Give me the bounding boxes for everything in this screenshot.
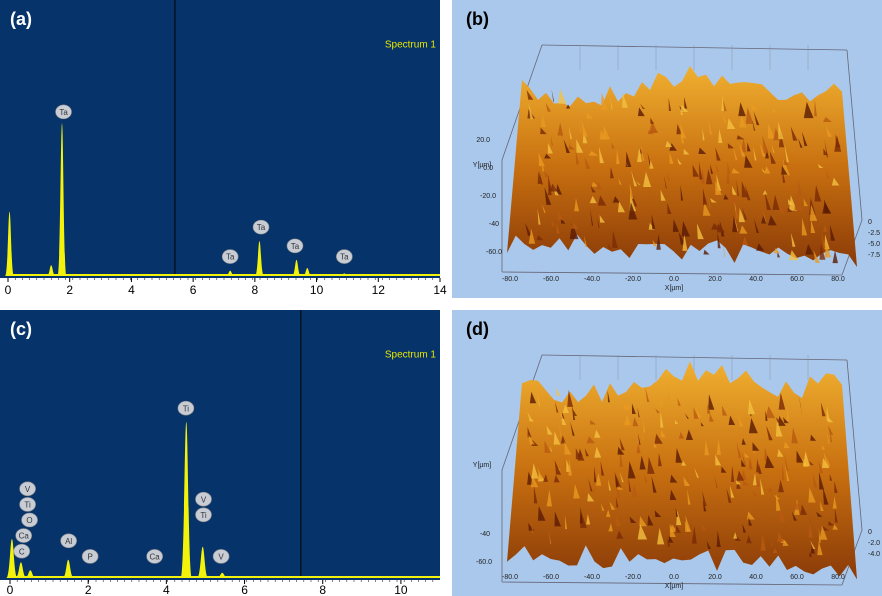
y-tick-label: -20.0 xyxy=(480,193,496,200)
x-tick-label: -60.0 xyxy=(543,574,559,581)
figure: 0 2 4 6 8 10 12 14 Ta Ta Ta Ta Ta Spectrum 1 (a) 0 2 4 6 8 1… xyxy=(0,0,882,596)
element-label: Ti xyxy=(183,404,190,413)
legend: Spectrum 1 xyxy=(385,350,437,361)
x-tick-label: -80.0 xyxy=(502,574,518,581)
element-label: Ti xyxy=(24,501,31,510)
z-tick-label: -5.0 xyxy=(868,241,880,248)
x-tick-label: -20.0 xyxy=(625,276,641,283)
element-label: Ta xyxy=(226,253,235,262)
x-tick-label: 0.0 xyxy=(669,574,679,581)
element-label: Ta xyxy=(340,253,349,262)
y-axis-label: Y[µm] xyxy=(473,162,491,169)
x-tick-label: 12 xyxy=(372,283,386,297)
z-tick-label: -2.5 xyxy=(868,230,880,237)
element-label: Ti xyxy=(200,511,207,520)
x-tick-label: 80.0 xyxy=(831,276,845,283)
x-tick-label: 2 xyxy=(66,283,73,297)
x-tick-label: 2 xyxy=(85,583,92,596)
z-tick-label: -2.0 xyxy=(868,540,880,547)
x-axis-label: X[µm] xyxy=(665,583,683,590)
element-label: Ta xyxy=(291,242,300,251)
x-tick-label: 0 xyxy=(7,583,14,596)
panel-label: (c) xyxy=(10,319,32,339)
y-tick-label: 20.0 xyxy=(476,137,490,144)
y-axis-label: Y[µm] xyxy=(473,462,491,469)
y-tick-label: -60.0 xyxy=(476,559,492,566)
legend: Spectrum 1 xyxy=(385,40,437,51)
y-tick-label: -60.0 xyxy=(486,249,502,256)
x-tick-label: 0.0 xyxy=(669,276,679,283)
x-tick-label: -40.0 xyxy=(584,276,600,283)
x-tick-label: -80.0 xyxy=(502,276,518,283)
z-tick-label: 0 xyxy=(868,529,872,536)
element-label: Ta xyxy=(59,108,68,117)
x-tick-label: 4 xyxy=(128,283,135,297)
element-label: V xyxy=(201,495,207,504)
element-label: V xyxy=(218,553,224,562)
x-tick-label: 60.0 xyxy=(790,276,804,283)
x-tick-label: 10 xyxy=(394,583,408,596)
y-tick-label: -40 xyxy=(489,221,499,228)
x-tick-label: 60.0 xyxy=(790,574,804,581)
z-tick-label: 0 xyxy=(868,219,872,226)
x-tick-label: 20.0 xyxy=(708,574,722,581)
z-tick-label: -7.5 xyxy=(868,252,880,259)
x-tick-label: 10 xyxy=(310,283,324,297)
x-tick-label: 40.0 xyxy=(749,276,763,283)
element-label: C xyxy=(19,547,25,556)
x-tick-label: 0 xyxy=(5,283,12,297)
element-label: Ca xyxy=(150,553,161,562)
panel-label: (b) xyxy=(466,9,489,29)
x-tick-label: -60.0 xyxy=(543,276,559,283)
panel-label: (d) xyxy=(466,319,489,339)
x-axis-label: X[µm] xyxy=(665,285,683,292)
y-tick-label: -40 xyxy=(480,531,490,538)
x-tick-label: -40.0 xyxy=(584,574,600,581)
x-tick-label: 80.0 xyxy=(831,574,845,581)
element-label: Ta xyxy=(257,223,266,232)
x-tick-label: -20.0 xyxy=(625,574,641,581)
x-tick-label: 8 xyxy=(252,283,259,297)
x-tick-label: 20.0 xyxy=(708,276,722,283)
x-tick-label: 4 xyxy=(163,583,170,596)
axis-strip xyxy=(0,580,440,596)
element-label: P xyxy=(87,553,92,562)
element-label: V xyxy=(25,485,31,494)
element-label: O xyxy=(26,516,32,525)
x-tick-label: 8 xyxy=(319,583,326,596)
z-tick-label: -4.0 xyxy=(868,551,880,558)
x-tick-label: 6 xyxy=(241,583,248,596)
x-tick-label: 40.0 xyxy=(749,574,763,581)
element-label: Al xyxy=(65,537,72,546)
element-label: Ca xyxy=(19,532,30,541)
x-tick-label: 6 xyxy=(190,283,197,297)
panel-label: (a) xyxy=(10,9,32,29)
plot-background xyxy=(0,0,440,278)
x-tick-label: 14 xyxy=(433,283,447,297)
